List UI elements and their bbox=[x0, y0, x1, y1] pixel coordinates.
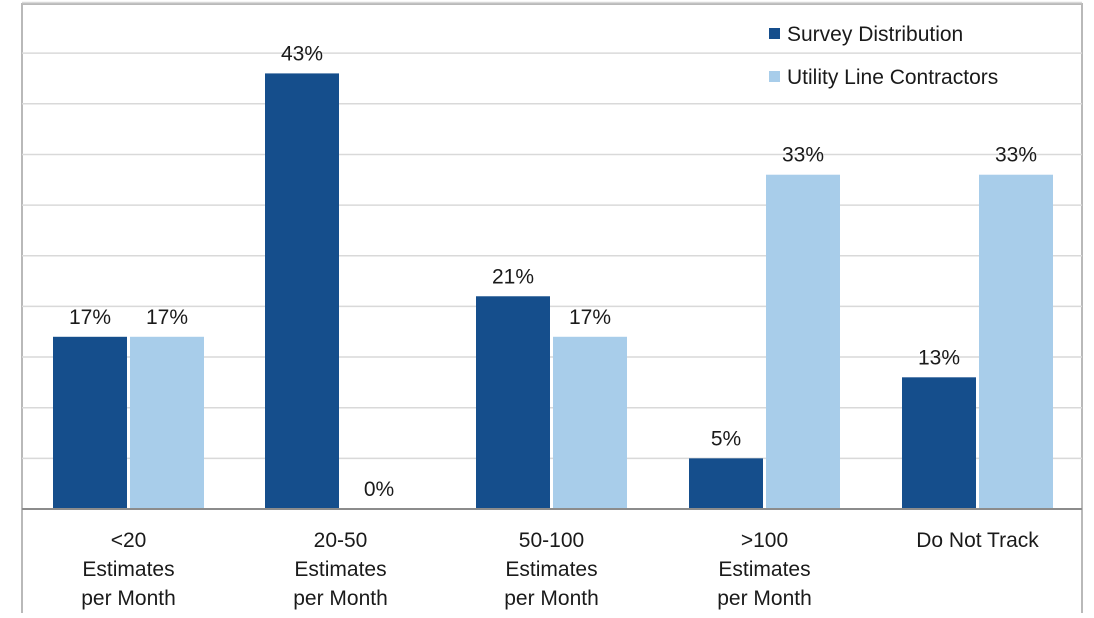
x-axis-tick-labels: <20 Estimates per Month 20-50 Estimates per M… bbox=[81, 529, 1039, 610]
plot-area-border bbox=[21, 3, 1083, 618]
x-tick-label: 50-100 bbox=[519, 529, 584, 552]
bar bbox=[130, 336, 204, 509]
legend: Survey Distribution Utility Line Contract… bbox=[769, 23, 998, 89]
x-tick-label: Do Not Track bbox=[916, 529, 1039, 552]
x-tick-label: per Month bbox=[81, 587, 176, 610]
x-tick-label: per Month bbox=[293, 587, 388, 610]
data-label: 33% bbox=[995, 144, 1037, 167]
data-label: 33% bbox=[782, 144, 824, 167]
bar bbox=[766, 174, 840, 509]
data-label: 21% bbox=[492, 265, 534, 288]
bar bbox=[979, 174, 1053, 509]
x-tick-label: Estimates bbox=[294, 558, 386, 581]
bar bbox=[476, 296, 550, 509]
x-tick-label: Estimates bbox=[718, 558, 810, 581]
data-label: 17% bbox=[146, 306, 188, 329]
bars bbox=[53, 73, 1053, 509]
bar bbox=[689, 458, 763, 509]
bar bbox=[53, 336, 127, 509]
x-tick-label: Estimates bbox=[505, 558, 597, 581]
bar bbox=[553, 336, 627, 509]
bar bbox=[265, 73, 339, 509]
x-tick-label: <20 bbox=[111, 529, 147, 552]
data-label: 43% bbox=[281, 42, 323, 65]
data-label: 13% bbox=[918, 346, 960, 369]
data-label: 0% bbox=[364, 478, 394, 501]
legend-swatch bbox=[769, 28, 780, 39]
x-tick-label: per Month bbox=[504, 587, 599, 610]
x-tick-label: 20-50 bbox=[314, 529, 368, 552]
x-tick-label: >100 bbox=[741, 529, 788, 552]
legend-label: Survey Distribution bbox=[787, 23, 963, 46]
data-label: 17% bbox=[569, 306, 611, 329]
data-label: 5% bbox=[711, 427, 741, 450]
x-tick-label: per Month bbox=[717, 587, 812, 610]
bar bbox=[902, 377, 976, 509]
data-label: 17% bbox=[69, 306, 111, 329]
legend-swatch bbox=[769, 71, 780, 82]
data-labels: 17% 17% 43% 0% 21% 17% 5% 33% 13% 33% bbox=[69, 42, 1037, 501]
legend-label: Utility Line Contractors bbox=[787, 66, 998, 89]
x-tick-label: Estimates bbox=[82, 558, 174, 581]
